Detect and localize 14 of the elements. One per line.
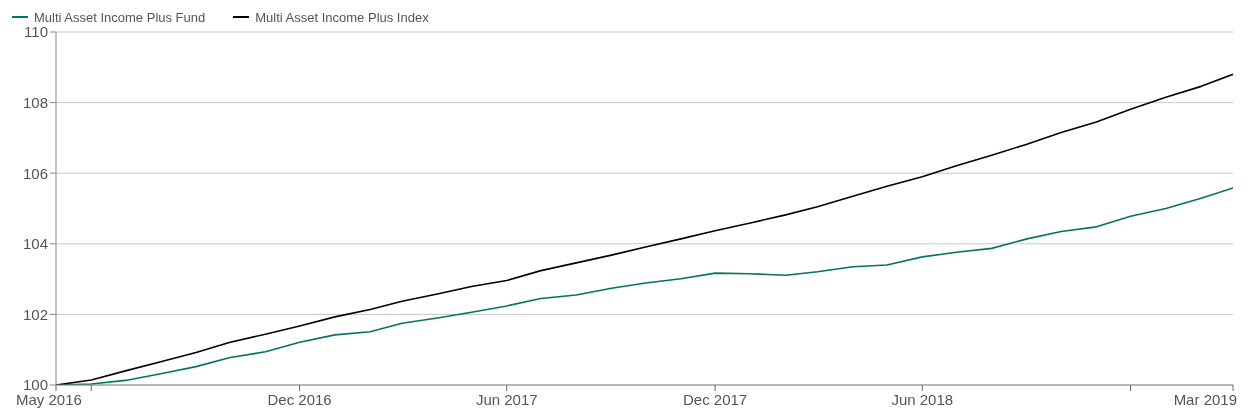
y-tick-label: 110 <box>24 23 48 41</box>
legend-label: Multi Asset Income Plus Index <box>255 9 429 25</box>
x-tick-label: Jun 2017 <box>475 391 538 408</box>
x-tick-label: Dec 2017 <box>682 391 748 408</box>
x-tick-label: Dec 2016 <box>267 391 332 408</box>
x-tick-label: Jun 2018 <box>891 391 954 408</box>
legend-label: Multi Asset Income Plus Fund <box>34 9 206 25</box>
y-tick-label: 102 <box>22 305 48 323</box>
x-tick-label: Mar 2019 <box>1173 391 1237 408</box>
y-tick-label: 108 <box>22 93 48 111</box>
y-tick-label: 100 <box>22 376 48 394</box>
y-tick-label: 104 <box>22 235 48 253</box>
y-tick-label: 106 <box>22 164 48 182</box>
x-tick-label: May 2016 <box>16 391 82 408</box>
